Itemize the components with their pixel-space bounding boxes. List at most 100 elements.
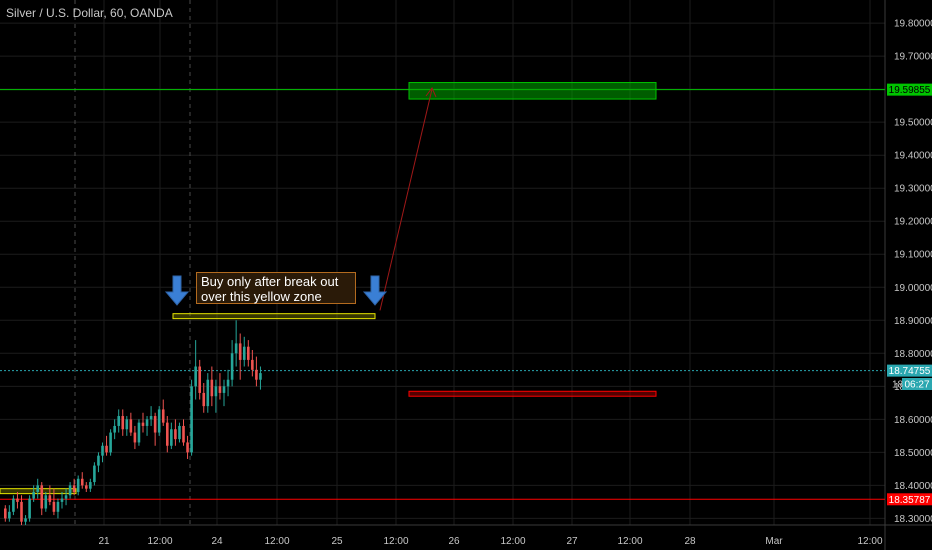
candle-body — [76, 478, 80, 492]
projection-arrowhead — [425, 87, 437, 98]
candle-body — [16, 498, 19, 502]
y-tick-label: 19.10000 — [894, 250, 932, 261]
y-tick-label: 19.40000 — [894, 151, 932, 162]
candle-body — [145, 419, 149, 426]
y-tick-label: 18.60000 — [894, 415, 932, 426]
price-label-box — [902, 378, 932, 390]
candle-body — [129, 419, 133, 433]
candle-body — [259, 373, 262, 380]
candle-body — [166, 422, 169, 446]
x-tick-label: 25 — [331, 536, 343, 547]
y-tick-label: 18.80000 — [894, 349, 932, 360]
candle-body — [72, 485, 76, 492]
candle-body — [206, 379, 210, 407]
symbol-title: Silver / U.S. Dollar, 60, OANDA — [6, 6, 173, 20]
y-tick-label: 19.50000 — [894, 118, 932, 129]
candle-body — [117, 416, 120, 426]
candle-body — [210, 379, 214, 397]
x-tick-label: 12:00 — [857, 536, 882, 547]
candle-body — [230, 353, 234, 380]
breakout-note: Buy only after break out over this yello… — [196, 272, 356, 304]
y-tick-label: 18.50000 — [894, 448, 932, 459]
note-line-1: Buy only after break out — [201, 274, 339, 289]
down-arrow-icon — [362, 275, 388, 306]
candle-body — [190, 386, 193, 453]
price-label-text: 18 — [892, 380, 904, 391]
candle-body — [251, 359, 254, 370]
candle-body — [56, 501, 60, 512]
candle-body — [109, 432, 112, 453]
candle-body — [202, 392, 206, 407]
candle-body — [68, 485, 72, 496]
x-tick-label: 12:00 — [264, 536, 289, 547]
candle-body — [226, 379, 230, 387]
candle-body — [40, 485, 44, 509]
x-tick-label: 12:00 — [383, 536, 408, 547]
candle-body — [60, 498, 64, 502]
x-tick-label: Mar — [765, 536, 783, 547]
candle-body — [125, 419, 129, 430]
candle-body — [153, 416, 157, 433]
candle-body — [36, 485, 39, 492]
candle-body — [85, 485, 88, 489]
candle-body — [44, 495, 48, 509]
x-tick-label: 21 — [98, 536, 110, 547]
down-arrow-icon — [164, 275, 190, 306]
candle-body — [32, 491, 35, 499]
candle-body — [80, 478, 84, 486]
candle-body — [214, 386, 218, 397]
candle-body — [141, 422, 145, 426]
candle-body — [28, 498, 31, 519]
candle-body — [170, 429, 173, 446]
candle-body — [93, 465, 96, 483]
note-line-2: over this yellow zone — [201, 289, 322, 304]
candle-body — [247, 346, 250, 360]
candle-body — [12, 498, 15, 512]
candle-body — [255, 369, 258, 380]
x-tick-label: 12:00 — [500, 536, 525, 547]
candle-body — [198, 366, 201, 393]
y-tick-label: 18.40000 — [894, 481, 932, 492]
candle-body — [24, 518, 27, 522]
price-label-box — [887, 83, 932, 96]
candle-body — [137, 422, 141, 443]
projection-line — [379, 89, 433, 311]
y-tick-label: 19.20000 — [894, 217, 932, 228]
price-label-text: 19.59855 — [889, 85, 931, 96]
candle-body — [48, 495, 52, 502]
candle-body — [222, 386, 226, 393]
candle-body — [157, 409, 161, 433]
candle-body — [182, 425, 185, 443]
target-zone — [408, 82, 657, 100]
candle-body — [105, 445, 108, 453]
price-label-text: 06:27 — [904, 380, 929, 391]
y-tick-label: 19.00000 — [894, 283, 932, 294]
candle-body — [64, 495, 68, 499]
candle-body — [20, 501, 23, 522]
candle-body — [89, 482, 92, 489]
breakout-zone — [172, 313, 376, 320]
price-label-text: 18.74755 — [889, 366, 931, 377]
candle-body — [101, 445, 104, 456]
y-tick-label: 19.70000 — [894, 52, 932, 63]
candle-body — [178, 425, 181, 440]
price-label-box — [887, 364, 932, 377]
candle-body — [238, 343, 242, 360]
candle-body — [242, 346, 246, 360]
y-tick-label: 18.30000 — [894, 514, 932, 525]
y-tick-label: 19.30000 — [894, 184, 932, 195]
candle-body — [161, 409, 165, 423]
x-tick-label: 27 — [566, 536, 578, 547]
candle-body — [52, 501, 56, 512]
y-tick-label: 19.80000 — [894, 19, 932, 30]
candle-body — [121, 416, 125, 430]
candle-body — [234, 343, 238, 354]
stop-zone — [408, 390, 657, 397]
price-label-box — [887, 493, 932, 506]
x-tick-label: 12:00 — [617, 536, 642, 547]
candle-body — [174, 429, 177, 440]
candle-body — [149, 416, 153, 420]
x-tick-label: 24 — [211, 536, 223, 547]
y-tick-label: 18.90000 — [894, 316, 932, 327]
